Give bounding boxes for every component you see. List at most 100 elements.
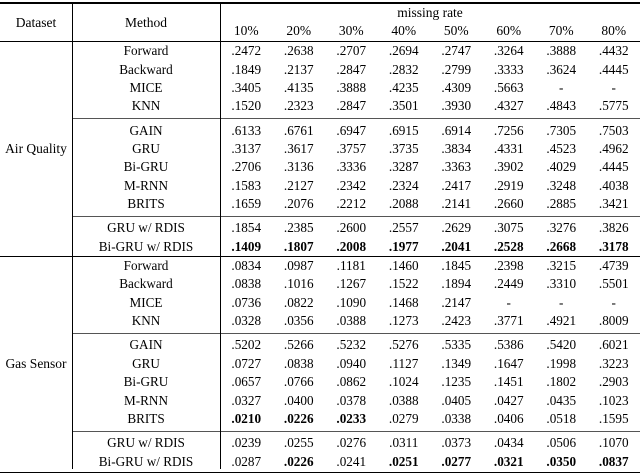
method-cell: BRITS [127,410,165,426]
value-cell: .3757 [336,140,367,156]
value-cell: .0226 [283,453,314,469]
table-row: MICE .3405 .4135 .3888 .4235 .4309 .5663 - - [72,79,640,97]
method-cell: Forward [123,43,169,59]
table-row: GRU w/ RDIS .0239 .0255 .0276 .0311 .0373 .043… [72,434,640,452]
value-cell: .0837 [598,453,629,469]
value-cell: .2903 [598,374,629,390]
value-cell: .6021 [598,337,629,353]
value-cell: .2137 [283,61,314,77]
method-cell: GAIN [129,122,163,138]
value-cell: .1451 [493,374,524,390]
value-cell: .3333 [493,61,524,77]
value-cell: .5663 [493,79,524,95]
table-row: GRU .3137 .3617 .3757 .3735 .3834 .4331 .4523 .4… [72,140,640,158]
value-cell: .2147 [441,294,472,310]
value-cell: .3771 [493,313,524,329]
value-cell: .2600 [336,220,367,236]
value-cell: .0518 [546,410,577,426]
value-cell: .3735 [388,140,419,156]
method-cell: MICE [129,79,163,95]
value-cell: .1647 [493,355,524,371]
group-divider [72,215,640,217]
value-cell: .0378 [336,392,367,408]
value-cell: .1894 [441,276,472,292]
value-cell: .2449 [493,276,524,292]
value-cell: .0388 [336,313,367,329]
table-row: KNN .1520 .2323 .2847 .3501 .3930 .4327 .4843 .5… [72,97,640,115]
table-row: Forward .0834 .0987 .1181 .1460 .1845 .2398 .32… [72,257,640,275]
missing-rate-header-group: missing rate 10% 20% 30% 40% 50% 60% 70% 80% [220,4,640,41]
value-cell: .3310 [546,276,577,292]
value-cell: .2557 [388,220,419,236]
value-cell: .0862 [336,374,367,390]
value-cell: .2847 [336,98,367,114]
table-row: GRU .0727 .0838 .0940 .1127 .1349 .1647 .1998 .3… [72,355,640,373]
value-cell: .3287 [388,159,419,175]
value-cell: .1349 [441,355,472,371]
value-cell: .4327 [493,98,524,114]
value-cell: .1273 [388,313,419,329]
value-cell: .2799 [441,61,472,77]
value-cell: .0327 [231,392,262,408]
value-cell: .2423 [441,313,472,329]
value-cell: .0210 [231,410,262,426]
method-cell: KNN [131,98,161,114]
method-cell: GRU [132,140,160,156]
method-cell: Bi-GRU w/ RDIS [98,238,194,254]
table-row: Forward .2472 .2638 .2707 .2694 .2747 .3264 .38… [72,42,640,60]
value-cell: .2528 [493,238,524,254]
table-row: Backward .1849 .2137 .2847 .2832 .2799 .3333 .3… [72,60,640,78]
table-body: Air Quality Forward .2472 .2638 .2707 .2694 .2… [0,42,640,471]
value-cell: .2668 [546,238,577,254]
method-cell: Bi-GRU [123,159,169,175]
value-cell: .0321 [493,453,524,469]
table-row: BRITS .1659 .2076 .2212 .2088 .2141 .2660 .2885… [72,195,640,213]
value-cell: .0838 [231,276,262,292]
value-cell: - [559,294,564,310]
value-cell: .7503 [598,122,629,138]
value-cell: .0233 [336,410,367,426]
dataset-label: Air Quality [5,140,67,156]
value-cell: .5420 [546,337,577,353]
value-cell: .1583 [231,177,262,193]
value-cell: .0427 [493,392,524,408]
value-cell: - [611,294,616,310]
value-cell: .6947 [336,122,367,138]
value-cell: .1016 [283,276,314,292]
value-cell: .1267 [336,276,367,292]
value-cell: .5232 [336,337,367,353]
value-cell: .4523 [546,140,577,156]
value-cell: .5775 [598,98,629,114]
value-cell: .0226 [283,410,314,426]
value-cell: .0657 [231,374,262,390]
table-header: Dataset Method missing rate 10% 20% 30% 40%… [0,4,640,41]
table-row: Bi-GRU .0657 .0766 .0862 .1024 .1235 .1451 .180… [72,373,640,391]
top-rule [0,2,640,4]
value-cell: .6914 [441,122,472,138]
group-divider [72,430,640,432]
value-cell: - [611,79,616,95]
value-cell: .3421 [598,196,629,212]
value-cell: .4445 [598,61,629,77]
value-cell: .2832 [388,61,419,77]
value-cell: .4135 [283,79,314,95]
value-cell: .2398 [493,258,524,274]
value-cell: .4921 [546,313,577,329]
value-cell: .3137 [231,140,262,156]
value-cell: .3888 [546,43,577,59]
rate-col-header: 20% [286,22,312,38]
value-cell: .2141 [441,196,472,212]
method-cell: GRU w/ RDIS [107,220,185,236]
value-cell: .3215 [546,258,577,274]
value-cell: .6915 [388,122,419,138]
method-cell: GAIN [129,337,163,353]
value-cell: .0328 [231,313,262,329]
dataset-label: Gas Sensor [5,355,67,371]
value-cell: .0834 [231,258,262,274]
value-cell: .0279 [388,410,419,426]
value-cell: .5266 [283,337,314,353]
value-cell: .4309 [441,79,472,95]
value-cell: .3501 [388,98,419,114]
value-cell: .1409 [231,238,262,254]
value-cell: .0405 [441,392,472,408]
